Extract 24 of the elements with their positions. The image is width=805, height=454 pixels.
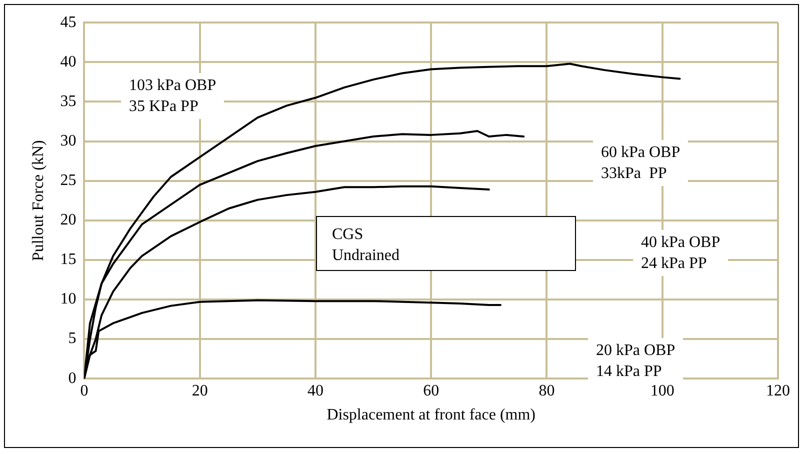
x-tick-label: 40 [307,382,324,400]
x-tick-label: 0 [80,382,88,400]
annotation: 20 kPa OBP 14 kPa PP [588,338,684,384]
y-tick-label: 10 [60,290,76,308]
x-tick-label: 60 [423,382,440,400]
y-tick-label: 25 [60,172,76,190]
x-tick-label: 120 [766,382,790,400]
y-tick-label: 0 [68,370,76,387]
y-tick-label: 30 [60,132,76,150]
x-axis-title: Displacement at front face (mm) [326,406,536,424]
annotation: 40 kPa OBP 24 kPa PP [633,230,728,276]
y-tick-label: 5 [68,330,76,348]
annotation: 103 kPa OBP 35 KPa PP [121,73,224,119]
x-tick-label: 20 [192,382,208,400]
x-tick-label: 80 [538,382,555,400]
y-tick-label: 20 [60,212,76,229]
annotation: CGS Undrained [331,225,401,266]
x-tick-label: 100 [650,382,674,400]
y-tick-label: 15 [60,251,76,268]
y-tick-label: 40 [60,53,76,70]
y-axis-title: Pullout Force (kN) [30,140,47,262]
y-tick-label: 35 [60,92,76,110]
annotation: 60 kPa OBP 33kPa PP [593,140,688,186]
y-tick-label: 45 [60,14,76,31]
